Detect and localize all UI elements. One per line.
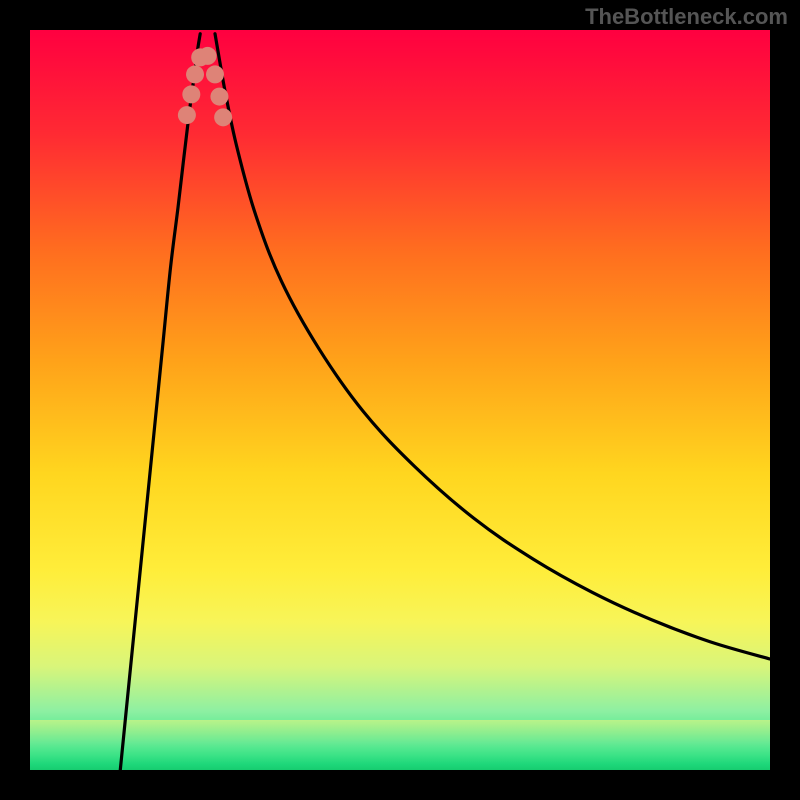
gradient-background [30, 30, 770, 770]
marker-blob [182, 85, 200, 103]
watermark-label: TheBottleneck.com [585, 4, 788, 30]
marker-blob [199, 47, 217, 65]
green-band-overlay [30, 720, 770, 770]
marker-blob [214, 108, 232, 126]
marker-blob [186, 65, 204, 83]
viewport: TheBottleneck.com [0, 0, 800, 800]
marker-blob [206, 65, 224, 83]
marker-blob [210, 88, 228, 106]
marker-blob [178, 106, 196, 124]
plot-svg [0, 0, 800, 800]
